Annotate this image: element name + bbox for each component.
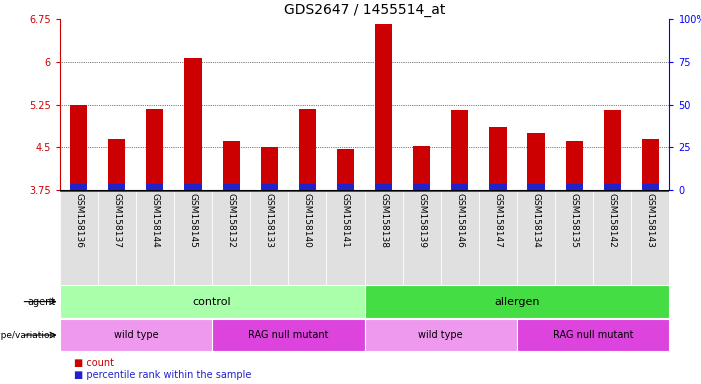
Bar bbox=[222, 184, 240, 190]
Bar bbox=[261, 184, 278, 190]
Bar bbox=[517, 319, 669, 351]
Bar bbox=[566, 141, 583, 190]
Text: GSM158145: GSM158145 bbox=[189, 193, 198, 248]
Bar bbox=[604, 184, 621, 190]
Bar bbox=[365, 285, 669, 318]
Bar bbox=[70, 104, 87, 190]
Title: GDS2647 / 1455514_at: GDS2647 / 1455514_at bbox=[284, 3, 445, 17]
Bar bbox=[212, 319, 365, 351]
Bar bbox=[337, 149, 354, 190]
Bar bbox=[184, 184, 202, 190]
Text: GSM158141: GSM158141 bbox=[341, 193, 350, 248]
Bar bbox=[413, 184, 430, 190]
Bar bbox=[413, 146, 430, 190]
Bar bbox=[108, 139, 125, 190]
Bar bbox=[222, 141, 240, 190]
Bar bbox=[250, 191, 288, 285]
Bar bbox=[136, 191, 174, 285]
Bar bbox=[261, 147, 278, 190]
Bar bbox=[402, 191, 441, 285]
Bar bbox=[337, 184, 354, 190]
Bar bbox=[375, 184, 392, 190]
Bar bbox=[527, 133, 545, 190]
Bar bbox=[365, 191, 402, 285]
Bar bbox=[147, 184, 163, 190]
Bar bbox=[299, 109, 316, 190]
Bar bbox=[184, 58, 202, 190]
Text: control: control bbox=[193, 296, 231, 307]
Text: GSM158136: GSM158136 bbox=[74, 193, 83, 248]
Text: GSM158140: GSM158140 bbox=[303, 193, 312, 248]
Text: GSM158147: GSM158147 bbox=[494, 193, 503, 248]
Bar bbox=[299, 184, 316, 190]
Bar bbox=[489, 127, 507, 190]
Text: GSM158135: GSM158135 bbox=[570, 193, 578, 248]
Bar bbox=[212, 191, 250, 285]
Bar bbox=[375, 24, 392, 190]
Text: GSM158139: GSM158139 bbox=[417, 193, 426, 248]
Bar bbox=[593, 191, 632, 285]
Bar bbox=[642, 139, 659, 190]
Text: GSM158142: GSM158142 bbox=[608, 193, 617, 247]
Text: GSM158143: GSM158143 bbox=[646, 193, 655, 248]
Bar bbox=[108, 184, 125, 190]
Bar bbox=[60, 191, 97, 285]
Bar bbox=[327, 191, 365, 285]
Text: GSM158134: GSM158134 bbox=[531, 193, 540, 248]
Text: GSM158144: GSM158144 bbox=[151, 193, 159, 247]
Bar bbox=[365, 319, 517, 351]
Bar bbox=[441, 191, 479, 285]
Bar bbox=[632, 191, 669, 285]
Bar bbox=[147, 109, 163, 190]
Bar bbox=[451, 110, 468, 190]
Text: wild type: wild type bbox=[114, 330, 158, 340]
Bar bbox=[97, 191, 136, 285]
Bar bbox=[489, 184, 507, 190]
Bar bbox=[527, 184, 545, 190]
Text: ■ percentile rank within the sample: ■ percentile rank within the sample bbox=[74, 370, 251, 380]
Text: RAG null mutant: RAG null mutant bbox=[553, 330, 634, 340]
Text: agent: agent bbox=[28, 296, 56, 307]
Bar bbox=[517, 191, 555, 285]
Bar bbox=[60, 285, 365, 318]
Bar bbox=[479, 191, 517, 285]
Text: GSM158133: GSM158133 bbox=[265, 193, 273, 248]
Bar bbox=[604, 110, 621, 190]
Bar bbox=[288, 191, 327, 285]
Text: allergen: allergen bbox=[494, 296, 540, 307]
Text: wild type: wild type bbox=[418, 330, 463, 340]
Bar bbox=[60, 319, 212, 351]
Bar bbox=[642, 184, 659, 190]
Text: RAG null mutant: RAG null mutant bbox=[248, 330, 329, 340]
Bar bbox=[174, 191, 212, 285]
Text: GSM158132: GSM158132 bbox=[226, 193, 236, 248]
Bar bbox=[555, 191, 593, 285]
Text: ■ count: ■ count bbox=[74, 358, 114, 368]
Bar bbox=[70, 184, 87, 190]
Text: GSM158146: GSM158146 bbox=[456, 193, 464, 248]
Bar bbox=[451, 184, 468, 190]
Text: GSM158138: GSM158138 bbox=[379, 193, 388, 248]
Text: genotype/variation: genotype/variation bbox=[0, 331, 56, 339]
Bar bbox=[566, 184, 583, 190]
Text: GSM158137: GSM158137 bbox=[112, 193, 121, 248]
